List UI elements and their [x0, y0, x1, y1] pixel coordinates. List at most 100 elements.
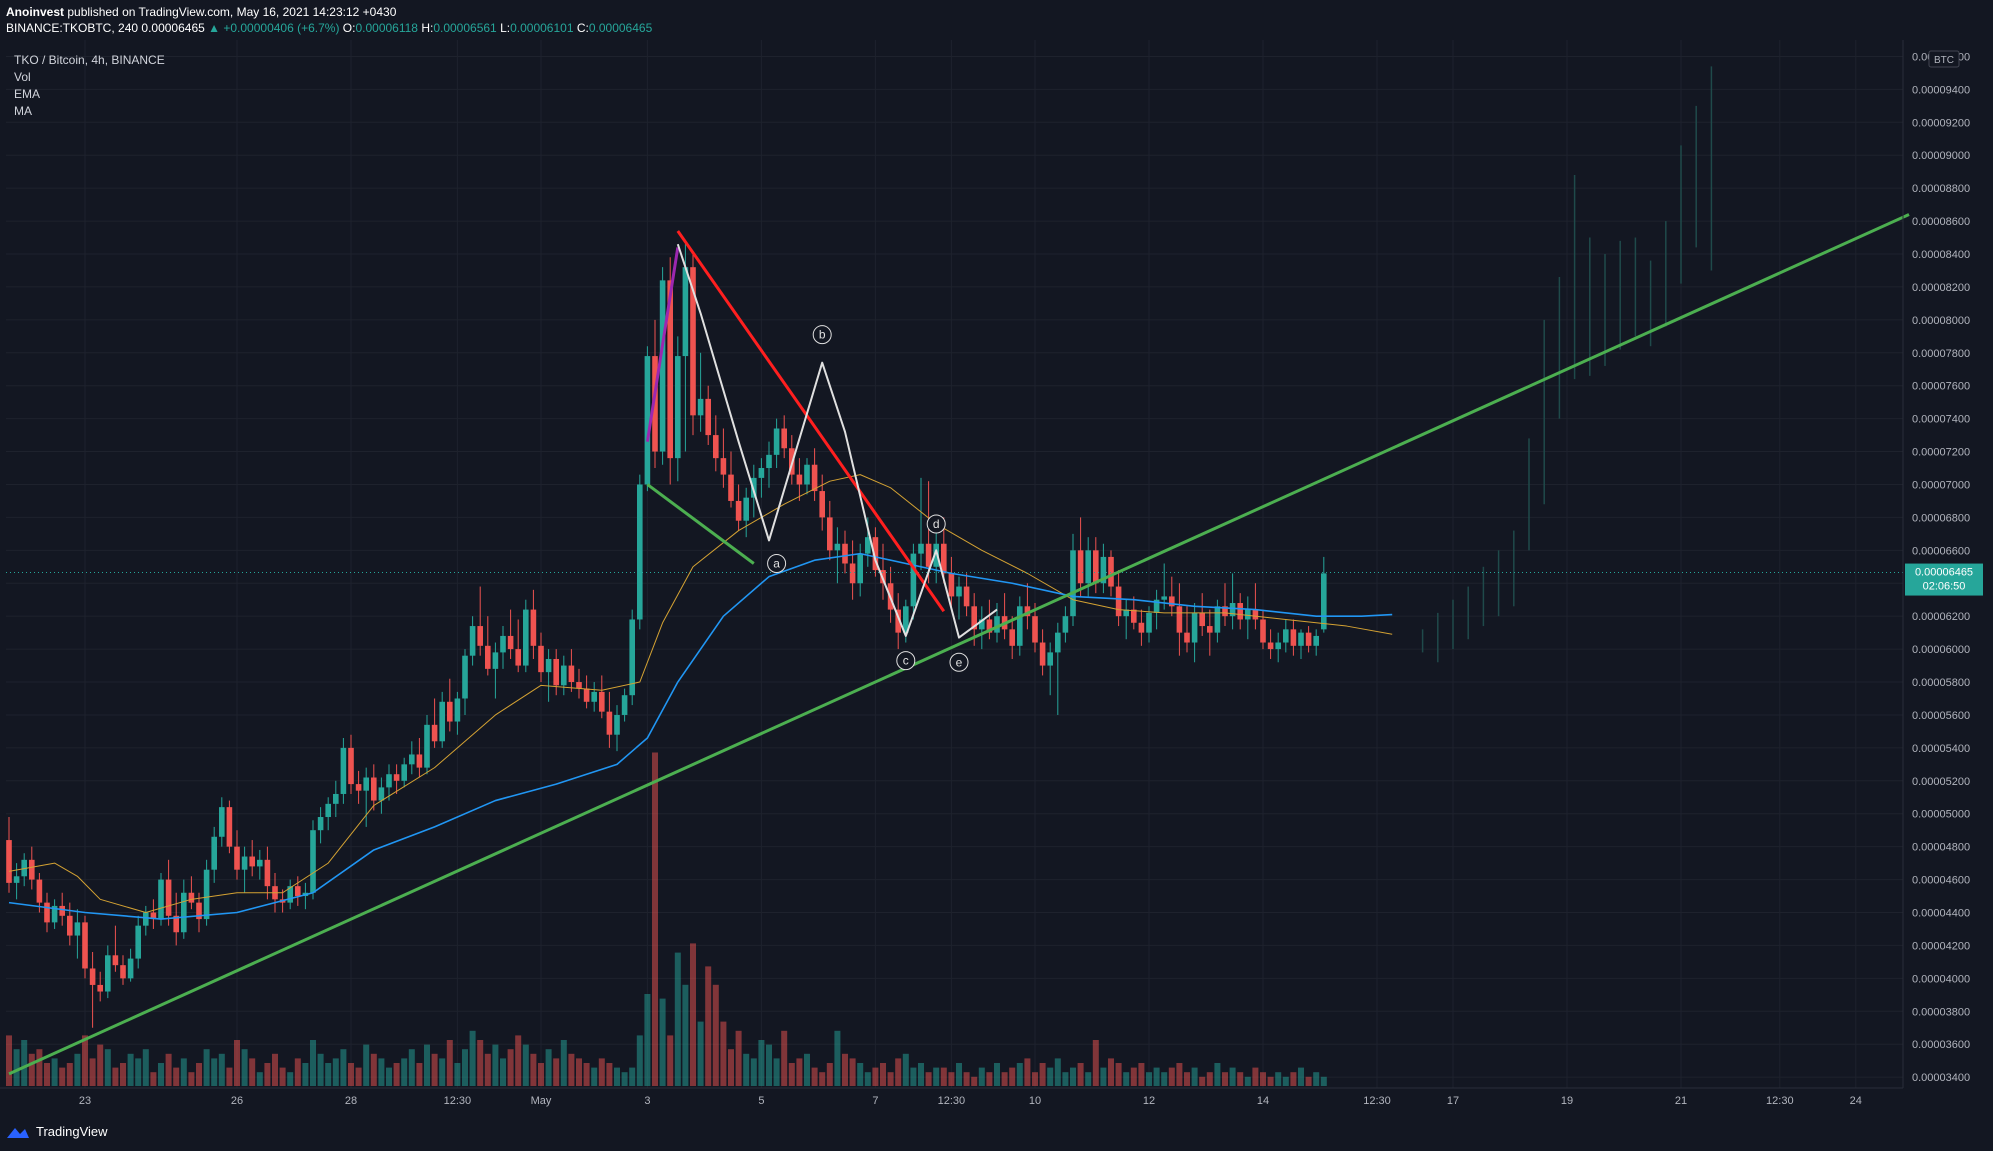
open-label: O:: [342, 21, 356, 35]
volume-bar: [431, 1053, 438, 1086]
footer-branding[interactable]: TradingView: [6, 1124, 108, 1139]
candle-body: [819, 491, 825, 518]
drawings: a b c d e: [8, 213, 1910, 1076]
candle: [948, 556, 955, 610]
volume-bars: [6, 752, 1327, 1086]
volume-bar: [652, 752, 658, 1086]
candle-body: [1214, 606, 1221, 633]
candle-body: [941, 543, 947, 574]
trendline-falling-support: [646, 483, 755, 565]
wave-label-a: a: [767, 554, 787, 573]
volume-bar: [804, 1053, 810, 1086]
legend-indicator-vol[interactable]: Vol: [14, 70, 31, 84]
candle: [507, 609, 514, 659]
volume-bar: [1085, 1072, 1092, 1086]
candle: [1108, 550, 1114, 597]
time-axis[interactable]: 23 26 28 12:30 May 3 5 7 12:30 10 12 14 12:30 17 19 21 1…: [0, 1087, 1903, 1107]
candle-body: [530, 609, 537, 646]
legend-indicator-ma[interactable]: MA: [14, 104, 32, 118]
candle: [257, 849, 263, 880]
volume-bar: [910, 1067, 917, 1086]
close-value: 0.00006465: [588, 21, 653, 35]
candle: [196, 892, 202, 933]
candle: [249, 840, 255, 877]
volume-bar: [135, 1058, 142, 1086]
volume-bar: [1092, 1040, 1099, 1086]
volume-bar: [842, 1053, 848, 1086]
volume-bar: [378, 1058, 385, 1086]
candle-body: [697, 398, 704, 416]
candle-body: [1275, 642, 1281, 650]
candle: [553, 649, 559, 696]
volume-bar: [1206, 1072, 1213, 1086]
candle-body: [1123, 609, 1129, 617]
candle-body: [1305, 632, 1312, 646]
time-tick-label: 12:30: [1363, 1095, 1391, 1107]
candle-body: [127, 958, 134, 979]
legend-indicator-ema[interactable]: EMA: [14, 87, 40, 101]
volume-bar: [226, 1067, 233, 1086]
candle-body: [865, 537, 871, 554]
wave-label-circle: [949, 652, 969, 672]
candle: [849, 540, 856, 600]
volume-bar: [674, 952, 681, 1086]
price-tick-label: 0.00006600: [1912, 545, 1970, 557]
volume-bar: [424, 1044, 430, 1086]
candle: [1055, 622, 1061, 715]
price-tick-label: 0.00004400: [1912, 908, 1970, 920]
candle: [158, 872, 164, 926]
volume-bar: [59, 1067, 66, 1086]
candle-body: [13, 876, 20, 883]
volume-bar: [629, 1067, 636, 1086]
candle: [910, 543, 917, 620]
currency-label: BTC: [1934, 55, 1954, 66]
author-name[interactable]: Anoinvest: [6, 5, 65, 19]
candle: [1321, 556, 1327, 633]
volume-bar: [6, 1035, 12, 1086]
candle: [226, 800, 233, 854]
candle-body: [1115, 586, 1122, 617]
candle-body: [241, 856, 248, 870]
volume-bar: [272, 1053, 278, 1086]
volume-bar: [1237, 1072, 1244, 1086]
candle: [1070, 533, 1076, 627]
wave-zigzag: [676, 243, 998, 639]
candle: [895, 593, 901, 650]
candle-body: [1245, 609, 1251, 620]
candle-body: [979, 619, 985, 630]
volume-bar: [560, 1040, 567, 1086]
candle-body: [743, 497, 749, 521]
volume-bar: [1047, 1067, 1054, 1086]
candle: [576, 668, 582, 699]
candle-body: [1138, 622, 1145, 633]
volume-bar: [484, 1053, 491, 1086]
volume-bar: [826, 1063, 833, 1086]
candle-body: [925, 543, 932, 567]
volume-bar: [241, 1049, 248, 1086]
volume-bar: [948, 1072, 955, 1086]
volume-bar: [1009, 1067, 1016, 1086]
candle-body: [811, 464, 818, 492]
volume-bar: [104, 1049, 111, 1086]
price-tick-label: 0.00006000: [1912, 644, 1970, 656]
candle: [363, 767, 369, 827]
candle: [713, 415, 719, 472]
candle-body: [1017, 606, 1023, 646]
candle: [431, 698, 438, 748]
candle: [1199, 593, 1205, 636]
candle: [295, 876, 301, 906]
candle-body: [644, 356, 651, 485]
candle: [728, 451, 734, 508]
time-tick-label: May: [531, 1095, 552, 1107]
volume-bar: [614, 1067, 620, 1086]
candle-body: [82, 922, 88, 969]
candle-body: [1237, 603, 1243, 620]
candle-body: [872, 537, 879, 571]
time-tick-label: 12:30: [1766, 1095, 1794, 1107]
candle-body: [1169, 596, 1175, 607]
volume-bar: [1214, 1063, 1221, 1086]
candle: [1267, 629, 1274, 659]
candle-body: [576, 682, 582, 689]
candle: [1275, 632, 1281, 663]
